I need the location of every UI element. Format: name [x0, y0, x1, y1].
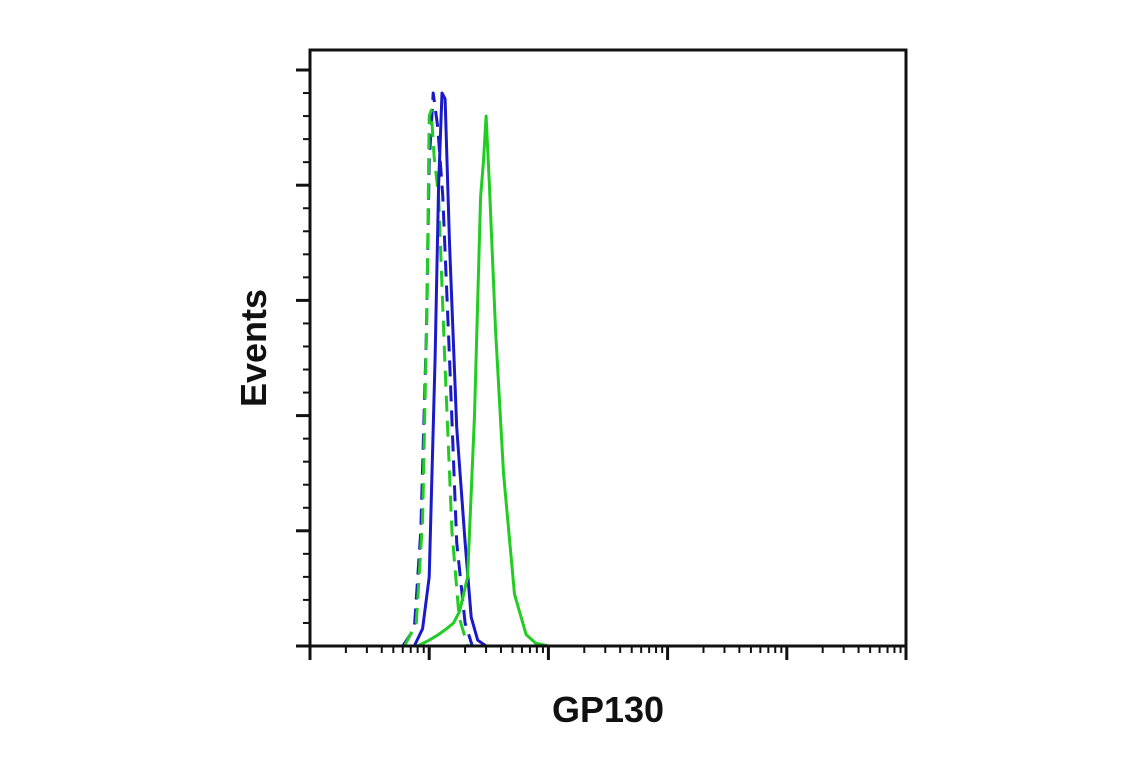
plot-frame — [308, 48, 908, 648]
y-axis-ticks — [296, 68, 310, 648]
series-line-4 — [416, 114, 906, 648]
series-group — [401, 91, 906, 648]
series-line-2 — [403, 108, 470, 647]
x-axis-title: GP130 — [552, 689, 664, 730]
x-axis-ticks — [308, 646, 908, 660]
y-axis-title: Events — [233, 289, 274, 407]
series-line-3 — [412, 91, 487, 648]
